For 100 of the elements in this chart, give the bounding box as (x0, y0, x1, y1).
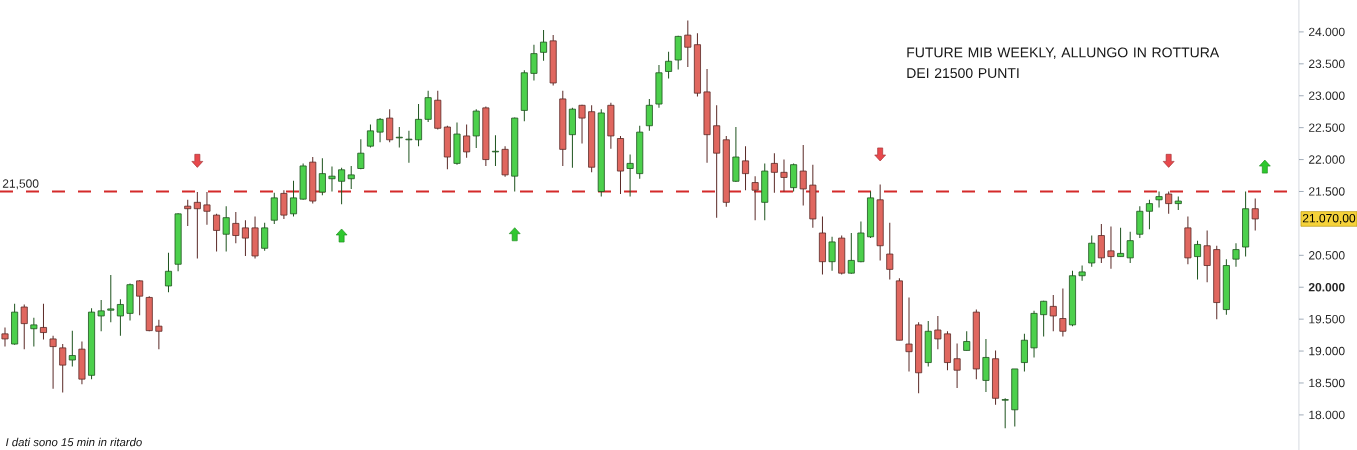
candlestick (290, 180, 298, 217)
candlestick (530, 44, 538, 81)
candlestick (684, 19, 692, 68)
candlestick (49, 335, 57, 390)
y-tick-label: 23.000 (1309, 91, 1345, 100)
candlestick (222, 205, 230, 252)
candlestick (1165, 190, 1173, 215)
candlestick (828, 236, 836, 272)
candlestick (1155, 190, 1163, 208)
y-tick-label: 22.500 (1309, 123, 1345, 132)
candlestick (116, 298, 124, 337)
candlestick (232, 211, 240, 244)
candlestick (193, 191, 201, 260)
candlestick (1251, 198, 1259, 231)
y-tick-label: 18.000 (1309, 410, 1345, 420)
y-tick-label: 21.500 (1309, 187, 1345, 196)
candlestick (136, 279, 144, 316)
candlestick (376, 117, 384, 143)
point (508, 227, 521, 242)
candlestick (1088, 235, 1096, 268)
annotation: I dati sono 15 min in ritardo (5, 437, 142, 447)
y-tick-label: 18.500 (1309, 378, 1345, 388)
candlestick (280, 189, 288, 220)
candlestick (1203, 229, 1211, 283)
candlestick (934, 315, 942, 350)
annotation: FUTURE MIB WEEKLY, ALLUNGO IN ROTTURA DEI 21500 PUNTI (907, 47, 1220, 79)
candlestick (241, 219, 249, 257)
candlestick (578, 104, 586, 145)
candlestick (540, 29, 548, 62)
candlestick (386, 108, 394, 143)
candlestick (626, 153, 634, 198)
y-tick-label: 20.500 (1309, 251, 1345, 260)
ref-line-label: 21,500 (2, 179, 39, 190)
candlestick (847, 232, 855, 275)
candlestick (213, 213, 221, 252)
candlestick (1136, 205, 1144, 239)
point (1162, 153, 1175, 168)
candlestick (751, 175, 759, 221)
candlestick (1194, 240, 1202, 281)
candlestick (1097, 223, 1105, 264)
candlestick (665, 51, 673, 79)
candlestick (1232, 242, 1240, 268)
candlestick (1107, 226, 1115, 270)
candlestick (107, 274, 115, 323)
candlestick (886, 222, 894, 281)
candlestick (395, 126, 403, 148)
candlestick (20, 303, 28, 350)
candlestick (338, 167, 346, 205)
point (874, 147, 886, 162)
candlestick (1145, 199, 1153, 230)
candlestick (270, 192, 278, 225)
candlestick (59, 343, 67, 394)
candlestick (30, 317, 38, 348)
candlestick (164, 252, 172, 293)
candlestick (742, 145, 750, 191)
candlestick (674, 35, 682, 71)
candlestick (491, 134, 499, 167)
candlestick (1059, 288, 1067, 337)
candlestick (1117, 227, 1125, 258)
point (335, 228, 348, 243)
candlestick (953, 342, 961, 389)
candlestick (463, 123, 471, 159)
y-tick-label: 20.000 (1308, 282, 1345, 292)
candlestick (1126, 231, 1134, 264)
candlestick (1, 326, 9, 348)
y-tick-label: 19.000 (1309, 346, 1345, 356)
candlestick (905, 296, 913, 372)
point (1259, 159, 1271, 174)
candlestick (68, 330, 76, 367)
candlestick (203, 191, 211, 226)
candlestick (357, 138, 365, 170)
candlestick (39, 303, 47, 341)
candlestick (328, 166, 336, 192)
candlestick (790, 162, 798, 192)
candlestick (770, 152, 778, 194)
candlestick (1049, 294, 1057, 332)
y-tick-label: 24.000 (1309, 27, 1345, 37)
candlestick (347, 165, 355, 190)
candlestick (1040, 300, 1048, 337)
candlestick (318, 157, 326, 196)
y-tick-label: 22.000 (1309, 155, 1345, 164)
y-tick-label: 19.500 (1309, 314, 1345, 324)
candlestick (963, 330, 971, 351)
candlestick (261, 222, 269, 252)
text: 21.070,00 (1302, 213, 1356, 224)
candlestick (97, 299, 105, 332)
candlestick (155, 319, 163, 350)
candlestick (1078, 265, 1086, 282)
candlestick (424, 90, 432, 123)
candlestick (780, 159, 788, 192)
y-tick-label: 23.500 (1309, 59, 1345, 69)
candlestick (1001, 397, 1009, 429)
candlestick (799, 144, 807, 207)
candlestick (184, 199, 192, 227)
point (191, 153, 204, 168)
candlestick (415, 103, 423, 147)
candlestick (1020, 333, 1028, 372)
candlestick (405, 130, 413, 164)
candlestick (645, 98, 653, 132)
candlestick (982, 338, 990, 393)
